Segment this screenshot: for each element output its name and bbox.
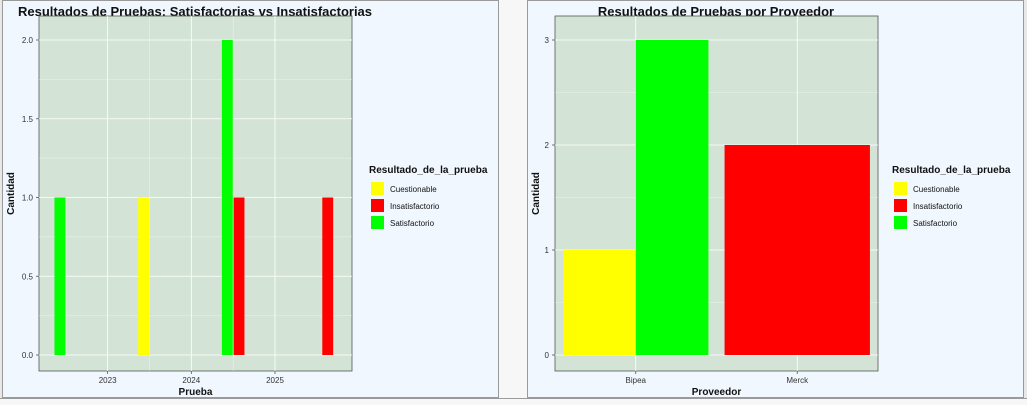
right-legend-swatch-insatisfactorio: [894, 199, 907, 212]
right-y-tick-label: 3: [545, 36, 550, 45]
left-y-axis-title: Cantidad: [6, 172, 17, 215]
right-legend-swatch-satisfactorio: [894, 216, 907, 229]
right-y-tick-label: 0: [545, 351, 550, 360]
left-x-axis-title: Prueba: [179, 387, 213, 397]
panel-divider: [499, 0, 527, 398]
left-bar-cuestionable: [138, 197, 150, 355]
chart-left: Resultados de Pruebas: Satisfactorias vs…: [6, 4, 488, 397]
left-y-tick-label: 0.0: [22, 351, 34, 360]
left-legend-label-cuestionable: Cuestionable: [390, 185, 437, 194]
left-legend-title: Resultado_de_la_prueba: [369, 165, 488, 176]
right-legend-label-insatisfactorio: Insatisfactorio: [913, 202, 963, 211]
right-chart-title: Resultados de Pruebas por Proveedor: [598, 4, 834, 19]
left-bar-satisfactorio: [221, 40, 233, 355]
left-chart-title: Resultados de Pruebas: Satisfactorias vs…: [18, 4, 372, 19]
left-x-tick-label: 2023: [99, 376, 117, 385]
right-legend-title: Resultado_de_la_prueba: [892, 165, 1011, 176]
left-plot-background: [38, 15, 353, 372]
bottom-strip: [0, 398, 1027, 405]
left-legend-swatch-cuestionable: [371, 182, 384, 195]
right-legend-label-satisfactorio: Satisfactorio: [913, 219, 958, 228]
right-x-tick-label: Merck: [786, 376, 809, 385]
right-x-axis-title: Proveedor: [692, 387, 742, 397]
left-legend-swatch-satisfactorio: [371, 216, 384, 229]
left-y-tick-label: 2.0: [22, 36, 34, 45]
right-bar-insatisfactorio: [724, 145, 870, 355]
right-y-tick-label: 1: [545, 246, 550, 255]
left-legend-label-insatisfactorio: Insatisfactorio: [390, 202, 440, 211]
right-bar-cuestionable: [563, 250, 636, 355]
left-x-tick-label: 2025: [266, 376, 284, 385]
left-x-tick-label: 2024: [182, 376, 200, 385]
right-y-tick-label: 2: [545, 141, 550, 150]
chart-panel-right: Resultados de Pruebas por Proveedor 0 1 2 3 B…: [527, 0, 1024, 398]
left-bar-satisfactorio: [54, 197, 66, 355]
left-legend-swatch-insatisfactorio: [371, 199, 384, 212]
right-legend-swatch-cuestionable: [894, 182, 907, 195]
left-legend-label-satisfactorio: Satisfactorio: [390, 219, 435, 228]
left-bar-insatisfactorio: [322, 197, 334, 355]
left-y-tick-label: 1.5: [22, 115, 34, 124]
chart-panel-left: Resultados de Pruebas: Satisfactorias vs…: [2, 0, 499, 398]
right-y-axis-title: Cantidad: [531, 172, 542, 215]
right-legend-label-cuestionable: Cuestionable: [913, 185, 960, 194]
left-y-tick-label: 0.5: [22, 272, 34, 281]
left-bar-insatisfactorio: [233, 197, 245, 355]
chart-right: Resultados de Pruebas por Proveedor 0 1 2 3 B…: [531, 4, 1011, 397]
right-x-tick-label: Bipea: [626, 376, 647, 385]
left-y-tick-label: 1.0: [22, 194, 34, 203]
right-bar-satisfactorio: [635, 40, 709, 355]
